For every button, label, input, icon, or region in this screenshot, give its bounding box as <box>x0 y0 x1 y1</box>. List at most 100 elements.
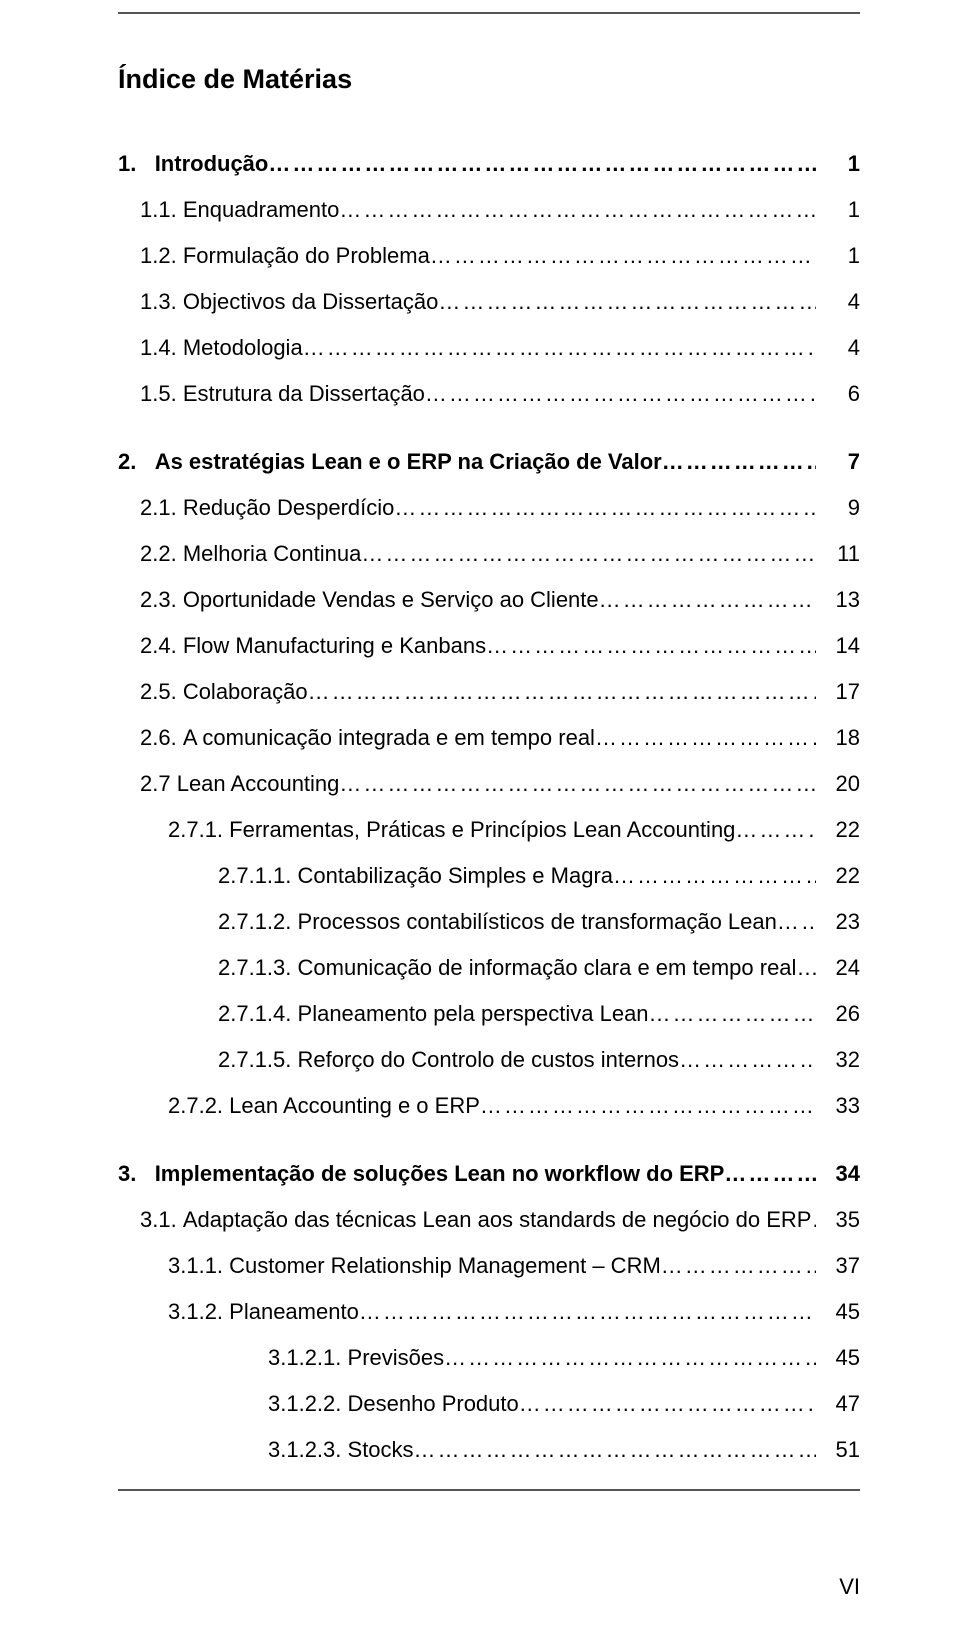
toc-row: 2.7.2. Lean Accounting e o ERP…………………………… <box>118 1095 860 1117</box>
toc-label: Formulação do Problema <box>183 245 430 267</box>
toc-page: 14 <box>816 635 860 657</box>
toc-leaders: …………………………………………………………………………………………………………… <box>339 199 816 221</box>
toc-leaders: …………………………………………………………………………………………………………… <box>359 1301 816 1323</box>
toc-number: 2.7.1.4. <box>218 1003 298 1025</box>
toc-row: 3.1.2.2. Desenho Produto…………………………………………… <box>118 1393 860 1415</box>
toc-leaders: …………………………………………………………………………………………………………… <box>777 911 816 933</box>
toc-number: 2.5. <box>140 681 183 703</box>
toc-page: 4 <box>816 337 860 359</box>
toc-leaders: …………………………………………………………………………………………………………… <box>444 1347 816 1369</box>
toc-number: 3.1.1. <box>168 1255 229 1277</box>
toc-page: 18 <box>816 727 860 749</box>
toc-page: 37 <box>816 1255 860 1277</box>
page-number-footer: VI <box>839 1574 860 1600</box>
toc-leaders: …………………………………………………………………………………………………………… <box>430 245 816 267</box>
toc-number: 1.4. <box>140 337 183 359</box>
toc-label: Objectivos da Dissertação <box>183 291 439 313</box>
toc-label: Customer Relationship Management – CRM <box>229 1255 661 1277</box>
toc-page: 6 <box>816 383 860 405</box>
toc-number: 2.7.1. <box>168 819 229 841</box>
toc-leaders: …………………………………………………………………………………………………………… <box>662 451 816 473</box>
toc-row: 1.1. Enquadramento…………………………………………………………… <box>118 199 860 221</box>
toc-row: 3.1. Adaptação das técnicas Lean aos sta… <box>118 1209 860 1231</box>
toc-number: 2.7.1.2. <box>218 911 298 933</box>
toc-number: 3.1. <box>140 1209 183 1231</box>
toc-label: Adaptação das técnicas Lean aos standard… <box>183 1209 812 1231</box>
toc-number: 2. <box>118 451 155 473</box>
top-rule <box>118 12 860 14</box>
toc-page: 22 <box>816 819 860 841</box>
toc-label: As estratégias Lean e o ERP na Criação d… <box>155 451 662 473</box>
toc-row: 3.1.1. Customer Relationship Management … <box>118 1255 860 1277</box>
toc-row: 2.7 Lean Accounting………………………………………………………… <box>118 773 860 795</box>
page: Índice de Matérias 1. Introdução……………………… <box>0 0 960 1626</box>
toc-page: 4 <box>816 291 860 313</box>
toc-row: 2.1. Redução Desperdício…………………………………………… <box>118 497 860 519</box>
toc-number: 2.7.1.3. <box>218 957 298 979</box>
toc-leaders: …………………………………………………………………………………………………………… <box>649 1003 816 1025</box>
toc-number: 3.1.2.2. <box>268 1393 348 1415</box>
toc-page: 1 <box>816 245 860 267</box>
toc-page: 7 <box>816 451 860 473</box>
toc-leaders: …………………………………………………………………………………………………………… <box>613 865 816 887</box>
toc-page: 22 <box>816 865 860 887</box>
table-of-contents: 1. Introdução………………………………………………………………………… <box>118 153 860 1461</box>
toc-row: 3.1.2.1. Previsões…………………………………………………………… <box>118 1347 860 1369</box>
toc-row: 2.7.1.3. Comunicação de informação clara… <box>118 957 860 979</box>
toc-row: 1.2. Formulação do Problema…………………………………… <box>118 245 860 267</box>
toc-row: 3.1.2. Planeamento…………………………………………………………… <box>118 1301 860 1323</box>
toc-number: 3.1.2.1. <box>268 1347 348 1369</box>
toc-label: Processos contabilísticos de transformaç… <box>298 911 777 933</box>
toc-leaders: …………………………………………………………………………………………………………… <box>486 635 816 657</box>
toc-row: 1.5. Estrutura da Dissertação……………………………… <box>118 383 860 405</box>
toc-leaders: …………………………………………………………………………………………………………… <box>361 543 816 565</box>
toc-number: 2.7 <box>140 773 177 795</box>
toc-row: 1.4. Metodologia………………………………………………………………… <box>118 337 860 359</box>
toc-number: 2.6. <box>140 727 183 749</box>
toc-leaders: …………………………………………………………………………………………………………… <box>268 153 816 175</box>
toc-label: Flow Manufacturing e Kanbans <box>183 635 486 657</box>
toc-leaders: …………………………………………………………………………………………………………… <box>796 957 816 979</box>
toc-row: 3. Implementação de soluções Lean no wor… <box>118 1163 860 1185</box>
toc-leaders: …………………………………………………………………………………………………………… <box>519 1393 816 1415</box>
toc-row: 2.7.1.2. Processos contabilísticos de tr… <box>118 911 860 933</box>
toc-number: 1.1. <box>140 199 183 221</box>
toc-number: 2.2. <box>140 543 183 565</box>
toc-number: 2.1. <box>140 497 183 519</box>
toc-row: 2.7.1.5. Reforço do Controlo de custos i… <box>118 1049 860 1071</box>
toc-page: 23 <box>816 911 860 933</box>
toc-leaders: …………………………………………………………………………………………………………… <box>308 681 816 703</box>
toc-page: 20 <box>816 773 860 795</box>
toc-label: Lean Accounting <box>177 773 340 795</box>
toc-label: Melhoria Continua <box>183 543 362 565</box>
toc-label: A comunicação integrada e em tempo real <box>183 727 595 749</box>
toc-label: Metodologia <box>183 337 303 359</box>
toc-page: 35 <box>816 1209 860 1231</box>
toc-page: 9 <box>816 497 860 519</box>
toc-leaders: …………………………………………………………………………………………………………… <box>425 383 816 405</box>
toc-row: 2.3. Oportunidade Vendas e Serviço ao Cl… <box>118 589 860 611</box>
toc-leaders: …………………………………………………………………………………………………………… <box>595 727 816 749</box>
toc-page: 33 <box>816 1095 860 1117</box>
toc-label: Reforço do Controlo de custos internos <box>298 1049 680 1071</box>
toc-label: Implementação de soluções Lean no workfl… <box>155 1163 725 1185</box>
toc-number: 2.4. <box>140 635 183 657</box>
toc-number: 2.7.1.1. <box>218 865 298 887</box>
toc-number: 3.1.2.3. <box>268 1439 348 1461</box>
toc-row: 2.5. Colaboração………………………………………………………………… <box>118 681 860 703</box>
toc-label: Previsões <box>348 1347 445 1369</box>
toc-label: Contabilização Simples e Magra <box>298 865 614 887</box>
toc-number: 1. <box>118 153 155 175</box>
toc-leaders: …………………………………………………………………………………………………………… <box>438 291 816 313</box>
toc-row: 2.2. Melhoria Continua………………………………………………… <box>118 543 860 565</box>
toc-number: 2.3. <box>140 589 183 611</box>
toc-page: 1 <box>816 153 860 175</box>
toc-row: 3.1.2.3. Stocks…………………………………………………………………… <box>118 1439 860 1461</box>
toc-label: Introdução <box>155 153 269 175</box>
toc-label: Desenho Produto <box>348 1393 519 1415</box>
toc-leaders: …………………………………………………………………………………………………………… <box>661 1255 816 1277</box>
toc-page: 34 <box>816 1163 860 1185</box>
toc-page: 11 <box>816 543 860 565</box>
toc-number: 2.7.2. <box>168 1095 229 1117</box>
toc-label: Comunicação de informação clara e em tem… <box>298 957 797 979</box>
